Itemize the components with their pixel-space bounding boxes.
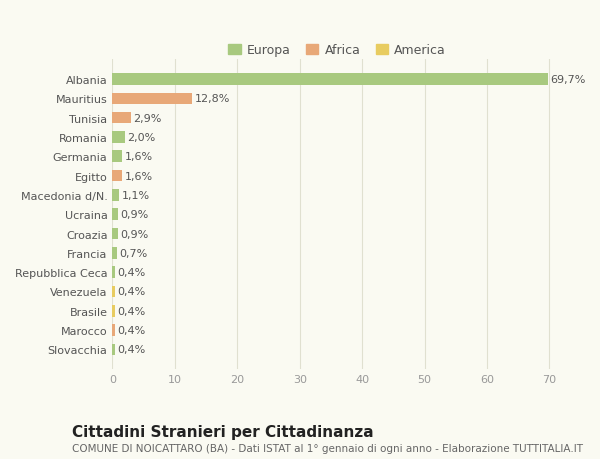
Text: 2,0%: 2,0% xyxy=(127,133,156,143)
Bar xyxy=(112,209,118,220)
Text: 0,4%: 0,4% xyxy=(118,325,146,336)
Text: 0,4%: 0,4% xyxy=(118,268,146,278)
Text: 0,4%: 0,4% xyxy=(118,306,146,316)
Bar xyxy=(112,267,115,278)
Bar xyxy=(112,228,118,240)
Legend: Europa, Africa, America: Europa, Africa, America xyxy=(226,41,449,59)
Text: 2,9%: 2,9% xyxy=(133,113,161,123)
Bar xyxy=(112,190,119,201)
Text: 1,6%: 1,6% xyxy=(125,171,153,181)
Text: 69,7%: 69,7% xyxy=(550,75,586,85)
Bar xyxy=(112,286,115,297)
Bar xyxy=(112,325,115,336)
Text: 1,1%: 1,1% xyxy=(122,190,150,201)
Bar xyxy=(112,112,131,124)
Bar xyxy=(112,93,193,105)
Text: 1,6%: 1,6% xyxy=(125,152,153,162)
Text: 12,8%: 12,8% xyxy=(195,94,230,104)
Text: Cittadini Stranieri per Cittadinanza: Cittadini Stranieri per Cittadinanza xyxy=(72,425,374,440)
Text: 0,7%: 0,7% xyxy=(119,248,148,258)
Bar xyxy=(112,132,125,143)
Text: 0,4%: 0,4% xyxy=(118,345,146,355)
Text: COMUNE DI NOICATTARO (BA) - Dati ISTAT al 1° gennaio di ogni anno - Elaborazione: COMUNE DI NOICATTARO (BA) - Dati ISTAT a… xyxy=(72,443,583,453)
Bar xyxy=(112,305,115,317)
Bar xyxy=(112,74,548,85)
Bar xyxy=(112,151,122,162)
Bar xyxy=(112,247,117,259)
Text: 0,9%: 0,9% xyxy=(121,229,149,239)
Bar xyxy=(112,344,115,355)
Bar xyxy=(112,170,122,182)
Text: 0,9%: 0,9% xyxy=(121,210,149,220)
Text: 0,4%: 0,4% xyxy=(118,287,146,297)
